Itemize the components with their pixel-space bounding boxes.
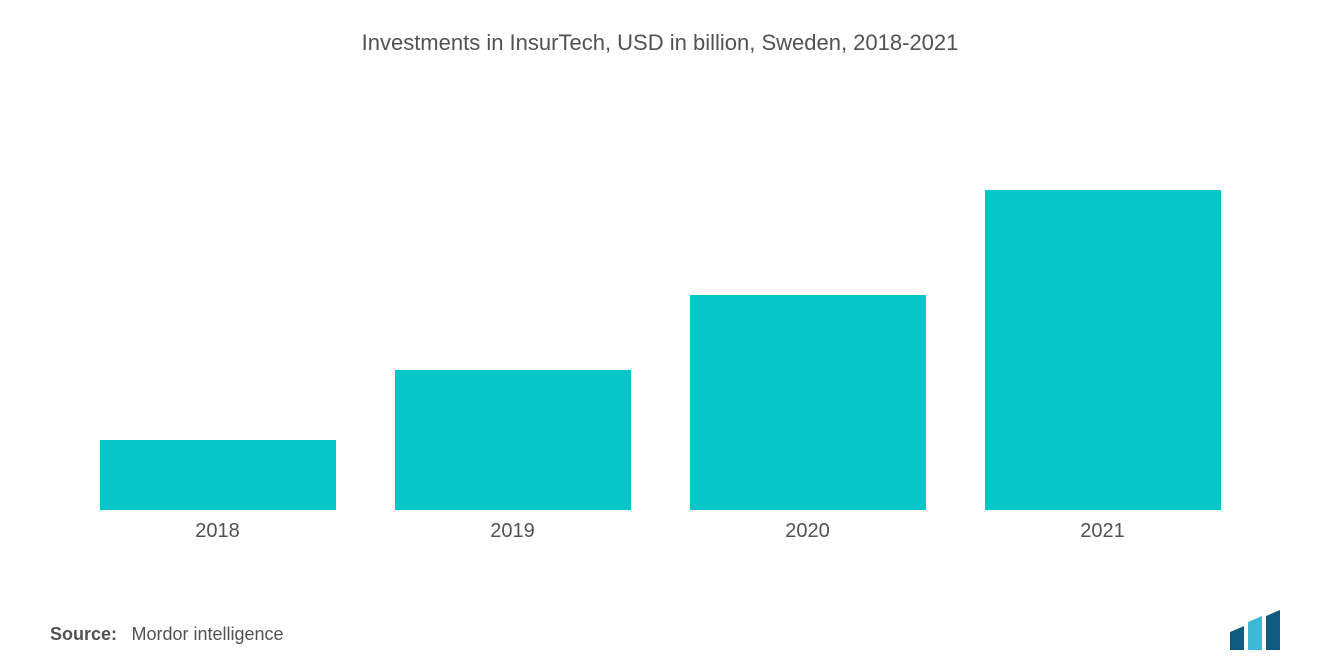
x-axis-label: 2021 bbox=[955, 520, 1250, 543]
chart-title: Investments in InsurTech, USD in billion… bbox=[0, 30, 1320, 56]
bar-slot bbox=[955, 110, 1250, 510]
bar-slot bbox=[70, 110, 365, 510]
bar bbox=[985, 190, 1221, 510]
x-axis-label: 2020 bbox=[660, 520, 955, 543]
source-value: Mordor intelligence bbox=[131, 624, 283, 644]
bar-slot bbox=[365, 110, 660, 510]
bar-slot bbox=[660, 110, 955, 510]
x-axis-label: 2018 bbox=[70, 520, 365, 543]
source-label: Source: bbox=[50, 624, 117, 644]
x-axis-label: 2019 bbox=[365, 520, 660, 543]
chart-container: Investments in InsurTech, USD in billion… bbox=[0, 0, 1320, 665]
source-line: Source: Mordor intelligence bbox=[50, 624, 284, 645]
plot-area bbox=[70, 110, 1250, 510]
bar bbox=[690, 295, 926, 510]
bar bbox=[395, 370, 631, 510]
mordor-logo-icon bbox=[1230, 610, 1290, 650]
x-axis-labels: 2018201920202021 bbox=[70, 520, 1250, 543]
bar bbox=[100, 440, 336, 510]
